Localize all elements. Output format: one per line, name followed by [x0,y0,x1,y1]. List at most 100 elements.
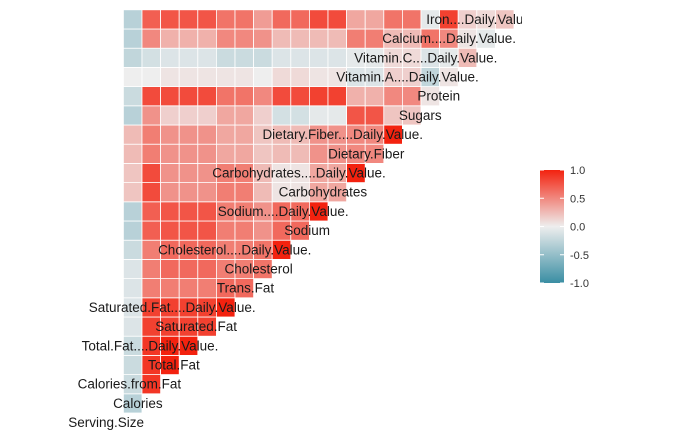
heatmap-cell [346,86,366,107]
variable-label: Dietary.Fiber....Daily.Value. [262,127,423,142]
heatmap-cell [178,220,199,241]
legend-tick-label: 0.0 [570,222,585,234]
heatmap-cell [327,47,348,68]
variable-label: Serving.Size [68,415,144,430]
variable-label: Calcium....Daily.Value. [382,31,516,46]
heatmap-cell [290,9,310,30]
heatmap-cell [327,105,348,126]
heatmap-cell [308,86,329,107]
variable-label: Saturated.Fat....Daily.Value. [89,300,256,315]
heatmap-cell [215,182,236,203]
legend-tick-label: 1.0 [570,165,585,177]
heatmap-cell [308,9,329,30]
variable-label: Sodium [284,223,330,238]
heatmap-cell [160,86,180,107]
heatmap-cell [178,47,199,68]
heatmap-cell [197,278,217,299]
heatmap-cell [271,9,292,30]
heatmap-cell [253,143,273,164]
heatmap-cell [141,201,162,222]
variable-label: Vitamin.C....Daily.Value. [354,50,497,65]
heatmap-cell [494,9,515,30]
variable-label: Cholesterol [225,262,293,277]
heatmap-cell [253,86,273,107]
heatmap-cell [160,201,180,222]
heatmap-cell [197,124,217,145]
variable-label: Dietary.Fiber [328,146,405,161]
variable-label: Saturated.Fat [155,319,237,334]
heatmap-cell [290,86,310,107]
heatmap-cell [178,105,199,126]
heatmap-cell [123,220,143,241]
heatmap-cell [364,28,385,49]
heatmap-cell [123,124,143,145]
heatmap-cell [160,182,180,203]
heatmap-cell [141,86,162,107]
heatmap-cell [178,182,199,203]
heatmap-cell [141,220,162,241]
heatmap-cell [178,28,199,49]
heatmap-cell [234,9,255,30]
heatmap-cell [308,67,329,88]
heatmap-cell [160,258,180,279]
heatmap-cell [123,9,143,30]
heatmap-cell [160,47,180,68]
variable-label: Calories.from.Fat [78,377,182,392]
variable-label: Carbohydrates [279,185,368,200]
heatmap-cell [123,258,143,279]
heatmap-cell [178,9,199,30]
heatmap-cell [123,105,143,126]
heatmap-cell [160,143,180,164]
heatmap-cell [141,67,162,88]
heatmap-cell [234,86,255,107]
heatmap-cell [308,28,329,49]
color-legend: 1.0 0.5 0.0 -0.5 -1.0 [540,165,589,290]
heatmap-cell [253,67,273,88]
heatmap-cell [234,47,255,68]
heatmap-cell [290,67,310,88]
heatmap-cell [123,354,143,375]
variable-label: Protein [417,89,460,104]
heatmap-cell [253,220,273,241]
heatmap-cell [234,220,255,241]
heatmap-cell [160,67,180,88]
heatmap-cell [327,28,348,49]
heatmap-cell [197,143,217,164]
heatmap-cell [197,47,217,68]
variable-label: Sugars [399,108,442,123]
heatmap-cell [346,9,366,30]
heatmap-cell [197,105,217,126]
heatmap-cell [271,143,292,164]
legend-tick-label: 0.5 [570,193,585,205]
heatmap-cell [141,124,162,145]
heatmap-cell [308,105,329,126]
heatmap-cell [178,258,199,279]
heatmap-cell [215,28,236,49]
heatmap-cell [141,258,162,279]
heatmap-cell [160,9,180,30]
heatmap-cell [178,143,199,164]
heatmap-cell [123,67,143,88]
heatmap-cell [123,47,143,68]
variable-label: Sodium....Daily.Value. [218,204,349,219]
heatmap-cell [383,86,403,107]
legend-tick-label: -1.0 [570,278,589,290]
heatmap-cell [123,316,143,337]
heatmap-cell [271,67,292,88]
heatmap-cell [290,143,310,164]
variable-labels: Serving.Size Calories Calories.from.Fat Tot… [68,12,522,430]
heatmap-cell [123,86,143,107]
variable-label: Trans.Fat [217,281,275,296]
heatmap-cell [160,278,180,299]
heatmap-cell [364,105,385,126]
heatmap-cell [178,278,199,299]
heatmap-cell [178,124,199,145]
heatmap-cell [290,28,310,49]
heatmap-cell [215,143,236,164]
heatmap-cell [327,86,348,107]
heatmap-cell [271,86,292,107]
variable-label: Calories [113,396,163,411]
heatmap-cell [197,220,217,241]
